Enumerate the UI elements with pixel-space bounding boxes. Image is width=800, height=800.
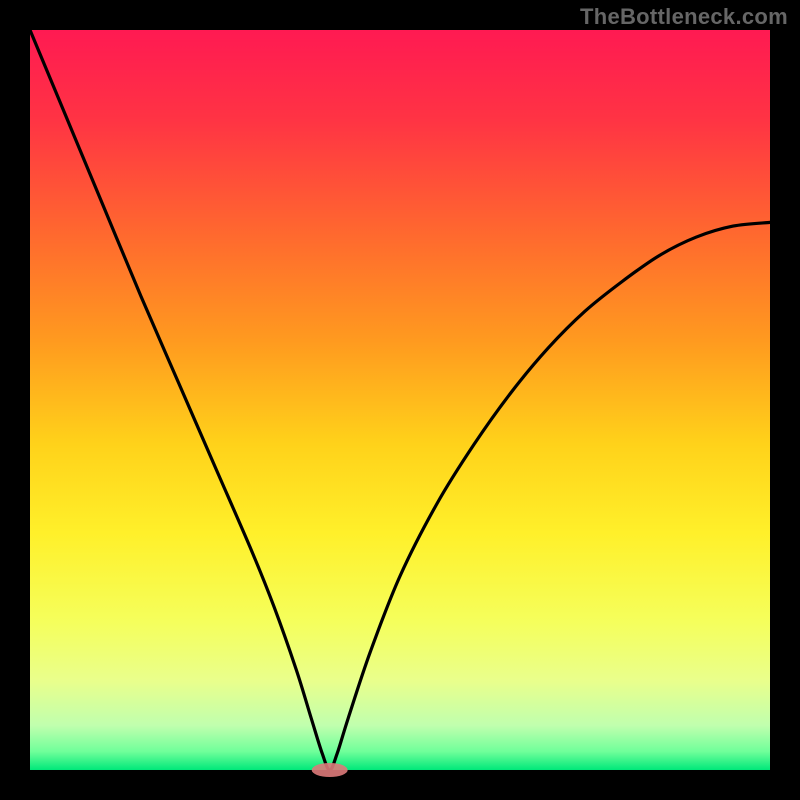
- watermark-text: TheBottleneck.com: [580, 4, 788, 30]
- plot-background: [30, 30, 770, 770]
- bottleneck-marker: [312, 763, 348, 777]
- chart-container: { "watermark": { "text": "TheBottleneck.…: [0, 0, 800, 800]
- bottleneck-chart: [0, 0, 800, 800]
